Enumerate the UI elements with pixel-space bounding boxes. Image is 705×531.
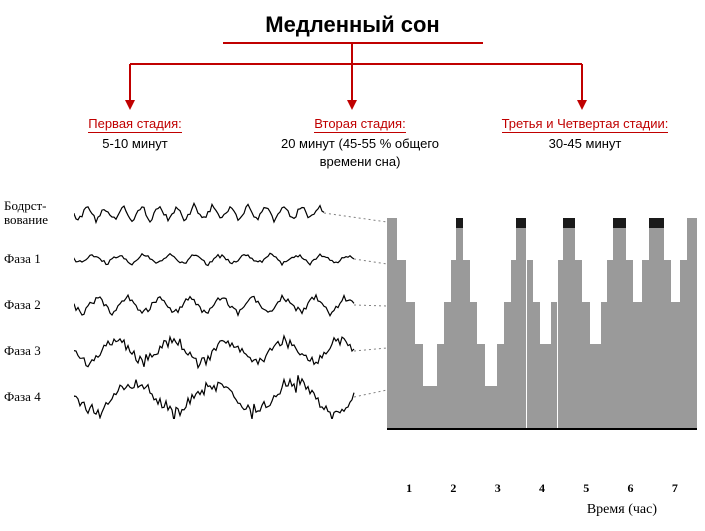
main-title: Медленный сон [0,0,705,38]
hypno-segment [444,302,451,428]
lower-section: Бодрст-вование Фаза 1 Фаза 2 Фаза 3 Фаза 4 1… [0,190,705,500]
hypno-rem-marker [563,218,575,228]
hypno-segment [497,344,504,428]
hypno-segment [463,260,470,428]
hypnogram-chart [387,218,697,428]
stage-3-sub: 30-45 минут [549,136,622,151]
stage-2: Вторая стадия: 20 минут (45-55 % общего … [270,116,450,170]
hypno-segment [601,302,608,428]
hypno-rem-marker [649,218,665,228]
hypno-segment [437,344,444,428]
hypno-tick: 1 [387,481,431,496]
hypno-tick: 4 [520,481,564,496]
hypno-tick: 6 [608,481,652,496]
hypno-segment [590,344,600,428]
hypno-tick: 7 [653,481,697,496]
wave-trace [74,329,364,373]
stage-tree: Первая стадия: 5-10 минут Вторая стадия:… [0,44,705,184]
wave-trace [74,191,364,235]
hypno-segment [687,218,697,428]
hypno-segment [456,218,463,428]
hypno-segment [415,344,424,428]
hypno-segment [633,302,642,428]
wave-label: Фаза 4 [4,390,74,404]
stage-1: Первая стадия: 5-10 минут [60,116,210,153]
hypno-tick: 3 [476,481,520,496]
stage-3: Третья и Четвертая стадии: 30-45 минут [480,116,690,153]
hypno-segment [485,386,497,428]
hypno-segment [516,218,526,428]
hypno-segment [406,302,415,428]
wave-label: Фаза 1 [4,252,74,266]
hypno-segment [575,260,582,428]
hypno-segment [477,344,486,428]
hypno-segment [423,386,437,428]
wave-label: Бодрст-вование [4,199,74,226]
hypno-segment [664,260,671,428]
hypno-rem-marker [516,218,526,228]
wave-trace [74,375,364,419]
wave-label: Фаза 2 [4,298,74,312]
wave-label: Фаза 3 [4,344,74,358]
hypno-segment [563,218,575,428]
stage-2-title: Вторая стадия: [314,116,405,133]
wave-row: Фаза 4 [4,374,364,420]
hypno-segment [504,302,511,428]
hypno-segment [387,218,397,428]
wave-row: Бодрст-вование [4,190,364,236]
hypno-segment [671,302,680,428]
hypno-segment [626,260,633,428]
hypno-tick: 5 [564,481,608,496]
stage-1-title: Первая стадия: [88,116,181,133]
wave-row: Фаза 2 [4,282,364,328]
hypnogram: 1234567 Время (час) [387,218,697,478]
eeg-waves: Бодрст-вование Фаза 1 Фаза 2 Фаза 3 Фаза 4 [4,190,364,420]
hypno-segment [527,260,534,428]
stage-1-sub: 5-10 минут [102,136,167,151]
wave-row: Фаза 3 [4,328,364,374]
stage-3-title: Третья и Четвертая стадии: [502,116,669,133]
hypno-segment [540,344,550,428]
wave-row: Фаза 1 [4,236,364,282]
hypno-segment [649,218,665,428]
hypno-segment [551,302,558,428]
wave-trace [74,283,364,327]
stage-2-sub: 20 минут (45-55 % общего времени сна) [281,136,439,169]
hypno-rem-marker [613,218,627,228]
hypnogram-ticks: 1234567 [387,481,697,496]
hypnogram-x-axis [387,428,697,430]
wave-trace [74,237,364,281]
hypno-segment [680,260,687,428]
hypno-tick: 2 [431,481,475,496]
hypno-rem-marker [456,218,463,228]
hypno-segment [582,302,591,428]
hypno-segment [642,260,649,428]
tree-connectors [0,44,705,124]
hypno-segment [470,302,477,428]
hypno-segment [397,260,406,428]
hypnogram-xlabel: Время (час) [587,502,657,518]
hypno-segment [613,218,627,428]
hypno-segment [533,302,540,428]
